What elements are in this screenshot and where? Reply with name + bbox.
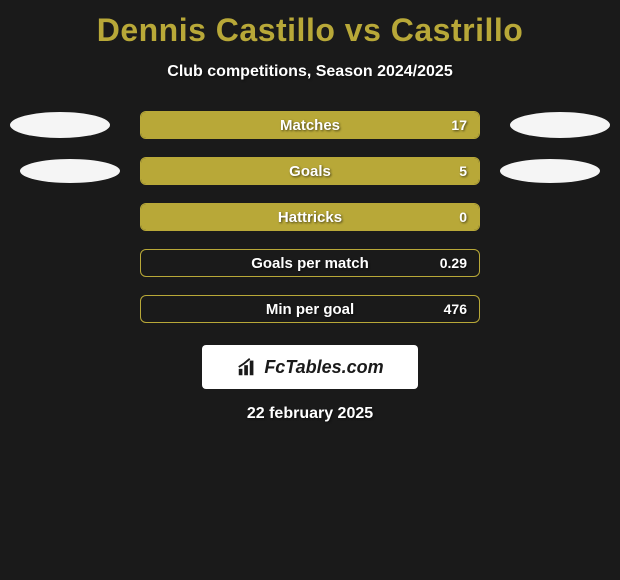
logo-badge: FcTables.com	[202, 345, 418, 389]
player-marker-left	[10, 112, 110, 138]
stat-row: Matches17	[0, 111, 620, 139]
page-subtitle: Club competitions, Season 2024/2025	[167, 63, 452, 81]
player-marker-right	[510, 112, 610, 138]
stat-label: Goals	[141, 163, 479, 180]
stat-label: Hattricks	[141, 209, 479, 226]
stat-value: 17	[451, 117, 467, 133]
stat-bar: Goals5	[140, 157, 480, 185]
stat-label: Min per goal	[141, 301, 479, 318]
stat-value: 476	[444, 301, 467, 317]
stat-row: Goals per match0.29	[0, 249, 620, 277]
stat-row: Min per goal476	[0, 295, 620, 323]
date-label: 22 february 2025	[247, 405, 373, 423]
stat-value: 5	[459, 163, 467, 179]
stat-bar: Min per goal476	[140, 295, 480, 323]
stats-chart: Matches17 Goals5 Hattricks0 Goals per match…	[0, 111, 620, 323]
logo-text: FcTables.com	[264, 357, 383, 378]
comparison-infographic: Dennis Castillo vs Castrillo Club compet…	[0, 0, 620, 423]
stat-bar: Matches17	[140, 111, 480, 139]
player-marker-right	[500, 159, 600, 183]
player-marker-left	[20, 159, 120, 183]
stat-row: Hattricks0	[0, 203, 620, 231]
stat-label: Goals per match	[141, 255, 479, 272]
stat-value: 0.29	[440, 255, 467, 271]
stat-row: Goals5	[0, 157, 620, 185]
stat-bar: Hattricks0	[140, 203, 480, 231]
stat-bar: Goals per match0.29	[140, 249, 480, 277]
page-title: Dennis Castillo vs Castrillo	[97, 12, 524, 49]
stat-value: 0	[459, 209, 467, 225]
bar-chart-icon	[236, 356, 258, 378]
stat-label: Matches	[141, 117, 479, 134]
